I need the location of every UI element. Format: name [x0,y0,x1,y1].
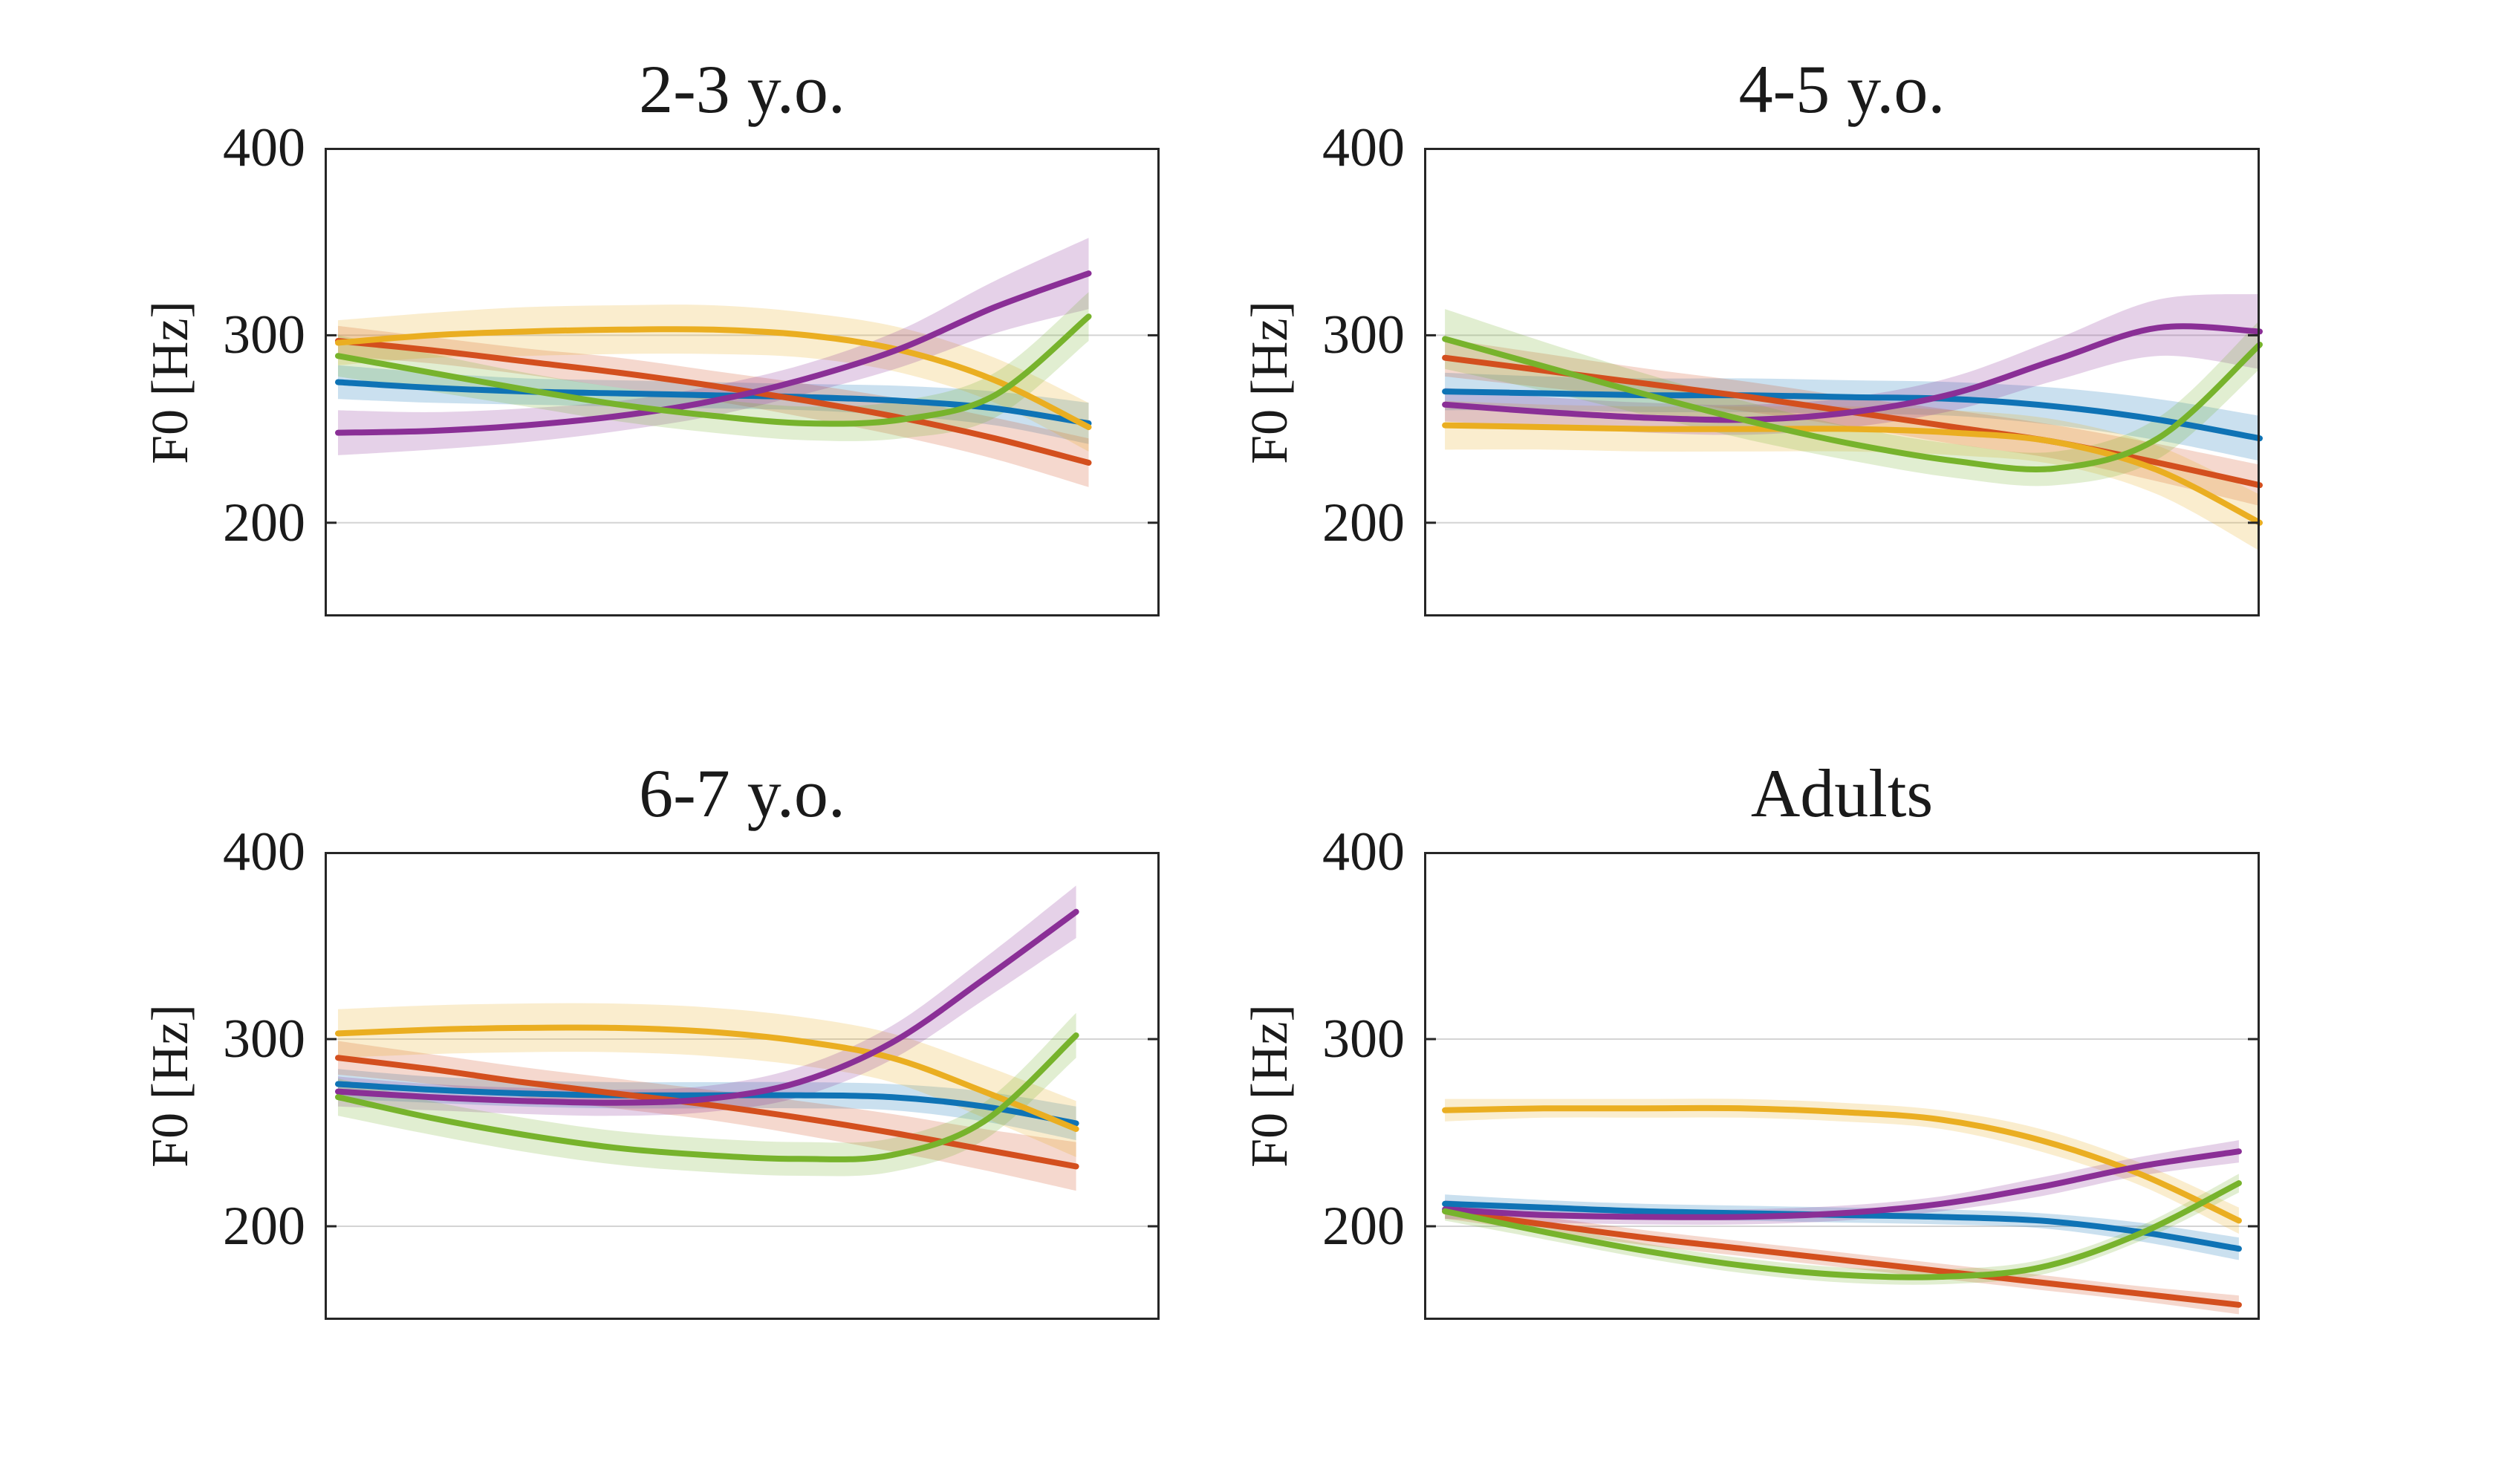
confidence-band-blue [338,365,1089,444]
y-tick-label: 400 [1322,117,1405,178]
axis-border [1424,148,2260,616]
series-line-green [1442,1180,2242,1280]
panel-2-3-yo: 2-3 y.o. F0 [Hz] 400 300 200 [142,53,1160,616]
confidence-band-purple [1445,293,2260,435]
series-line-red [1442,1208,2242,1308]
plot-area [325,852,1160,1320]
confidence-band-gold [338,305,1089,452]
axis-border [325,148,1160,616]
confidence-band-red [338,1041,1076,1191]
y-tick-label: 400 [1322,821,1405,882]
confidence-band-gold [1445,400,2260,551]
series-line-blue [335,1081,1079,1127]
panel-adults: Adults F0 [Hz] 400 300 200 [1241,758,2260,1320]
y-tick-label: 200 [1322,492,1405,553]
y-tick-label: 200 [1322,1196,1405,1257]
confidence-band-gold [1445,1099,2239,1234]
y-tick-label: 200 [223,492,305,553]
confidence-band-red [1445,339,2260,507]
panel-4-5-yo: 4-5 y.o. F0 [Hz] 400 300 200 [1241,53,2263,616]
y-tick-label: 200 [223,1196,305,1257]
series-line-green [335,313,1092,427]
y-tick-label: 400 [223,821,305,882]
panel-6-7-yo: 6-7 y.o. F0 [Hz] 400 300 200 [142,758,1160,1320]
plot-area [1424,148,2263,616]
panel-title: 4-5 y.o. [1738,51,1946,128]
axis-border [325,852,1160,1320]
panel-title: 2-3 y.o. [639,51,845,128]
y-tick-labels: 400 300 200 [223,824,1160,1320]
series-line-gold [1442,1104,2242,1224]
series-line-red [335,338,1092,466]
series-line-green [335,1032,1079,1162]
series-line-gold [1442,422,2263,526]
series-line-gold [335,1024,1079,1132]
y-tick-label: 300 [223,1009,305,1070]
y-tick-label: 400 [223,117,305,178]
y-tick-label: 300 [223,305,305,366]
confidence-band-green [1445,1174,2239,1285]
y-tick-label: 300 [1322,305,1405,366]
confidence-band-green [1445,309,2260,486]
plot-area [1424,852,2260,1320]
panel-title: Adults [1750,755,1934,832]
series-line-purple [335,270,1092,436]
y-tick-label: 300 [1322,1009,1405,1070]
confidence-band-red [338,325,1089,487]
panel-title: 6-7 y.o. [639,755,845,832]
series-line-green [1442,336,2263,473]
plot-area [325,148,1160,616]
series-line-purple [1442,1148,2242,1220]
series-line-purple [335,908,1079,1106]
y-tick-labels: 400 300 200 [223,120,1160,616]
series-line-purple [1442,323,2263,423]
y-tick-labels: 400 300 200 [1322,824,2260,1320]
series-line-blue [1442,388,2263,442]
confidence-band-green [338,292,1089,441]
axis-border [1424,852,2260,1320]
series-line-red [335,1055,1079,1170]
series-line-gold [335,326,1092,431]
y-tick-labels: 400 300 200 [1322,120,2260,616]
